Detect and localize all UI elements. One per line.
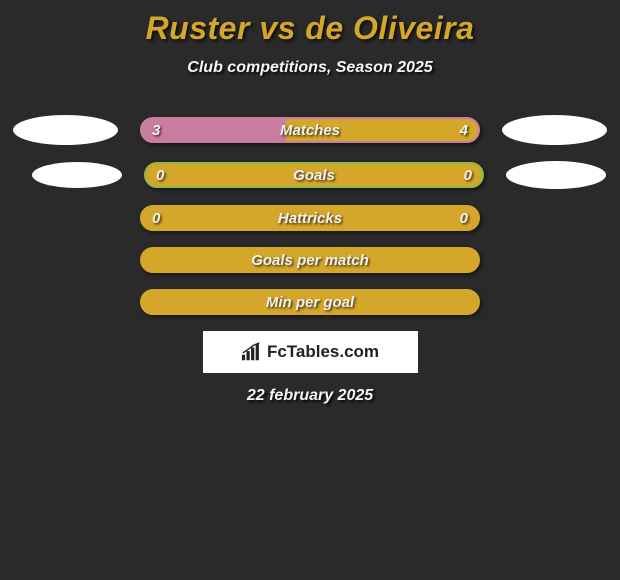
comparison-widget: Ruster vs de Oliveira Club competitions,… — [0, 0, 620, 405]
stat-rows: 3Matches40Goals00Hattricks0Goals per mat… — [0, 115, 620, 315]
player-marker-left — [32, 162, 122, 188]
stat-label: Min per goal — [142, 291, 478, 313]
stat-bar: 0Goals0 — [144, 162, 484, 188]
spacer — [13, 302, 118, 303]
logo-box: FcTables.com — [203, 331, 418, 373]
stat-bar: Goals per match — [140, 247, 480, 273]
player-marker-right — [506, 161, 606, 189]
player-marker-right — [502, 115, 607, 145]
spacer — [13, 260, 118, 261]
stat-row: 0Goals0 — [0, 161, 620, 189]
chart-icon — [241, 342, 263, 362]
stat-label: Goals — [146, 164, 482, 186]
spacer — [502, 218, 607, 219]
stat-row: 3Matches4 — [0, 115, 620, 145]
stat-row: 0Hattricks0 — [0, 205, 620, 231]
stat-bar: 3Matches4 — [140, 117, 480, 143]
page-title: Ruster vs de Oliveira — [0, 10, 620, 47]
date-label: 22 february 2025 — [0, 387, 620, 405]
subtitle: Club competitions, Season 2025 — [0, 59, 620, 77]
stat-bar: Min per goal — [140, 289, 480, 315]
stat-label: Goals per match — [142, 249, 478, 271]
stat-value-right: 0 — [460, 207, 468, 229]
spacer — [13, 218, 118, 219]
player-marker-left — [13, 115, 118, 145]
stat-bar: 0Hattricks0 — [140, 205, 480, 231]
logo-text: FcTables.com — [267, 342, 379, 362]
stat-value-right: 0 — [464, 164, 472, 186]
stat-label: Matches — [142, 119, 478, 141]
stat-row: Min per goal — [0, 289, 620, 315]
stat-value-right: 4 — [460, 119, 468, 141]
stat-row: Goals per match — [0, 247, 620, 273]
spacer — [502, 260, 607, 261]
spacer — [502, 302, 607, 303]
stat-label: Hattricks — [142, 207, 478, 229]
